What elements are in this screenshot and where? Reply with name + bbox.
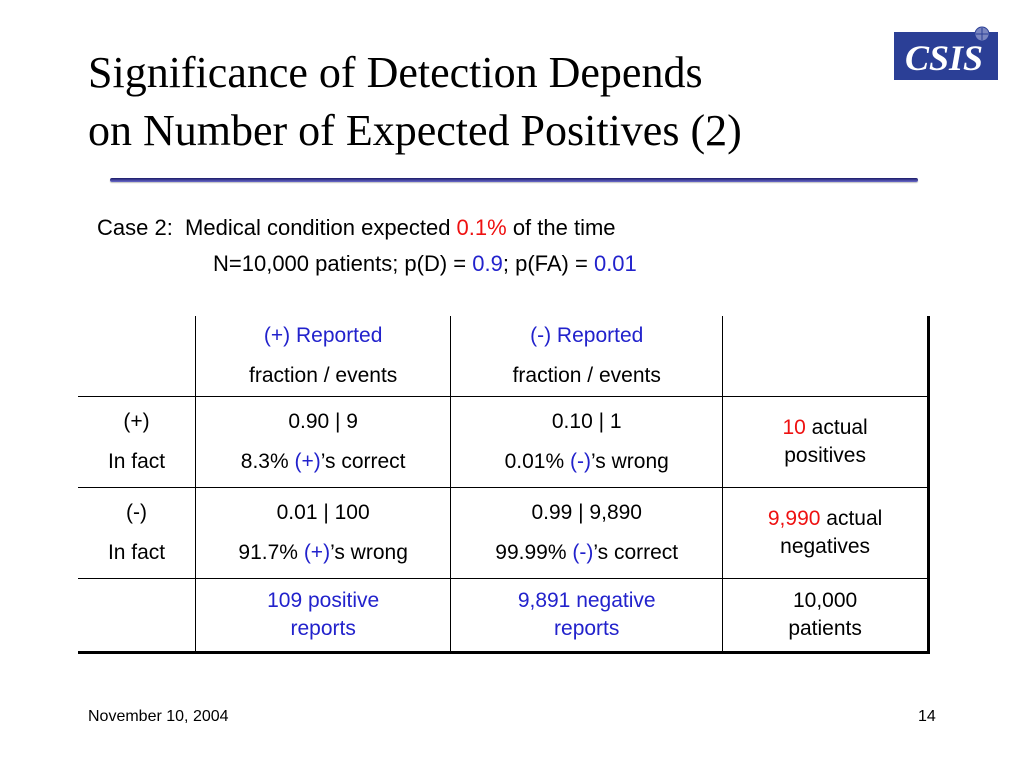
csis-logo: CSIS xyxy=(894,26,998,80)
header-positive-reported: (+) Reported fraction / events xyxy=(195,316,452,397)
title-line-1: Significance of Detection Depends xyxy=(88,48,703,97)
params-line: N=10,000 patients; p(D) = 0.9; p(FA) = 0… xyxy=(213,251,637,276)
negative-reports-total: 9,891 negative reports xyxy=(450,578,724,654)
table-header-row: (+) Reported fraction / events (-) Repor… xyxy=(78,316,930,397)
row-label-positive: (+) In fact xyxy=(78,396,197,488)
actual-positives-summary: 10 actual positives xyxy=(722,396,930,488)
actual-negatives-summary: 9,990 actual negatives xyxy=(722,487,930,579)
logo-text: CSIS xyxy=(905,38,983,78)
cell-true-positive: 0.90 | 9 8.3% (+)’s correct xyxy=(195,396,452,488)
cell-true-negative: 0.99 | 9,890 99.99% (-)’s correct xyxy=(450,487,724,579)
title-divider xyxy=(110,178,918,182)
table-row: (+) In fact 0.90 | 9 8.3% (+)’s correct … xyxy=(78,396,930,488)
title-line-2: on Number of Expected Positives (2) xyxy=(88,106,742,155)
totals-empty-cell xyxy=(78,578,197,654)
positive-reports-total: 109 positive reports xyxy=(195,578,452,654)
header-empty-cell-right xyxy=(722,316,930,397)
slide-page-number: 14 xyxy=(918,708,936,725)
header-negative-reported: (-) Reported fraction / events xyxy=(450,316,724,397)
case-line: Case 2: Medical condition expected 0.1% … xyxy=(97,215,616,240)
slide-title: Significance of Detection Depends on Num… xyxy=(88,44,908,160)
slide-date: November 10, 2004 xyxy=(88,708,229,725)
patients-total: 10,000 patients xyxy=(722,578,930,654)
table-row: (-) In fact 0.01 | 100 91.7% (+)’s wrong… xyxy=(78,487,930,579)
header-empty-cell xyxy=(78,316,197,397)
cell-false-positive: 0.01 | 100 91.7% (+)’s wrong xyxy=(195,487,452,579)
row-label-negative: (-) In fact xyxy=(78,487,197,579)
cell-false-negative: 0.10 | 1 0.01% (-)’s wrong xyxy=(450,396,724,488)
confusion-table: (+) Reported fraction / events (-) Repor… xyxy=(78,316,930,654)
table-totals-row: 109 positive reports 9,891 negative repo… xyxy=(78,578,930,654)
